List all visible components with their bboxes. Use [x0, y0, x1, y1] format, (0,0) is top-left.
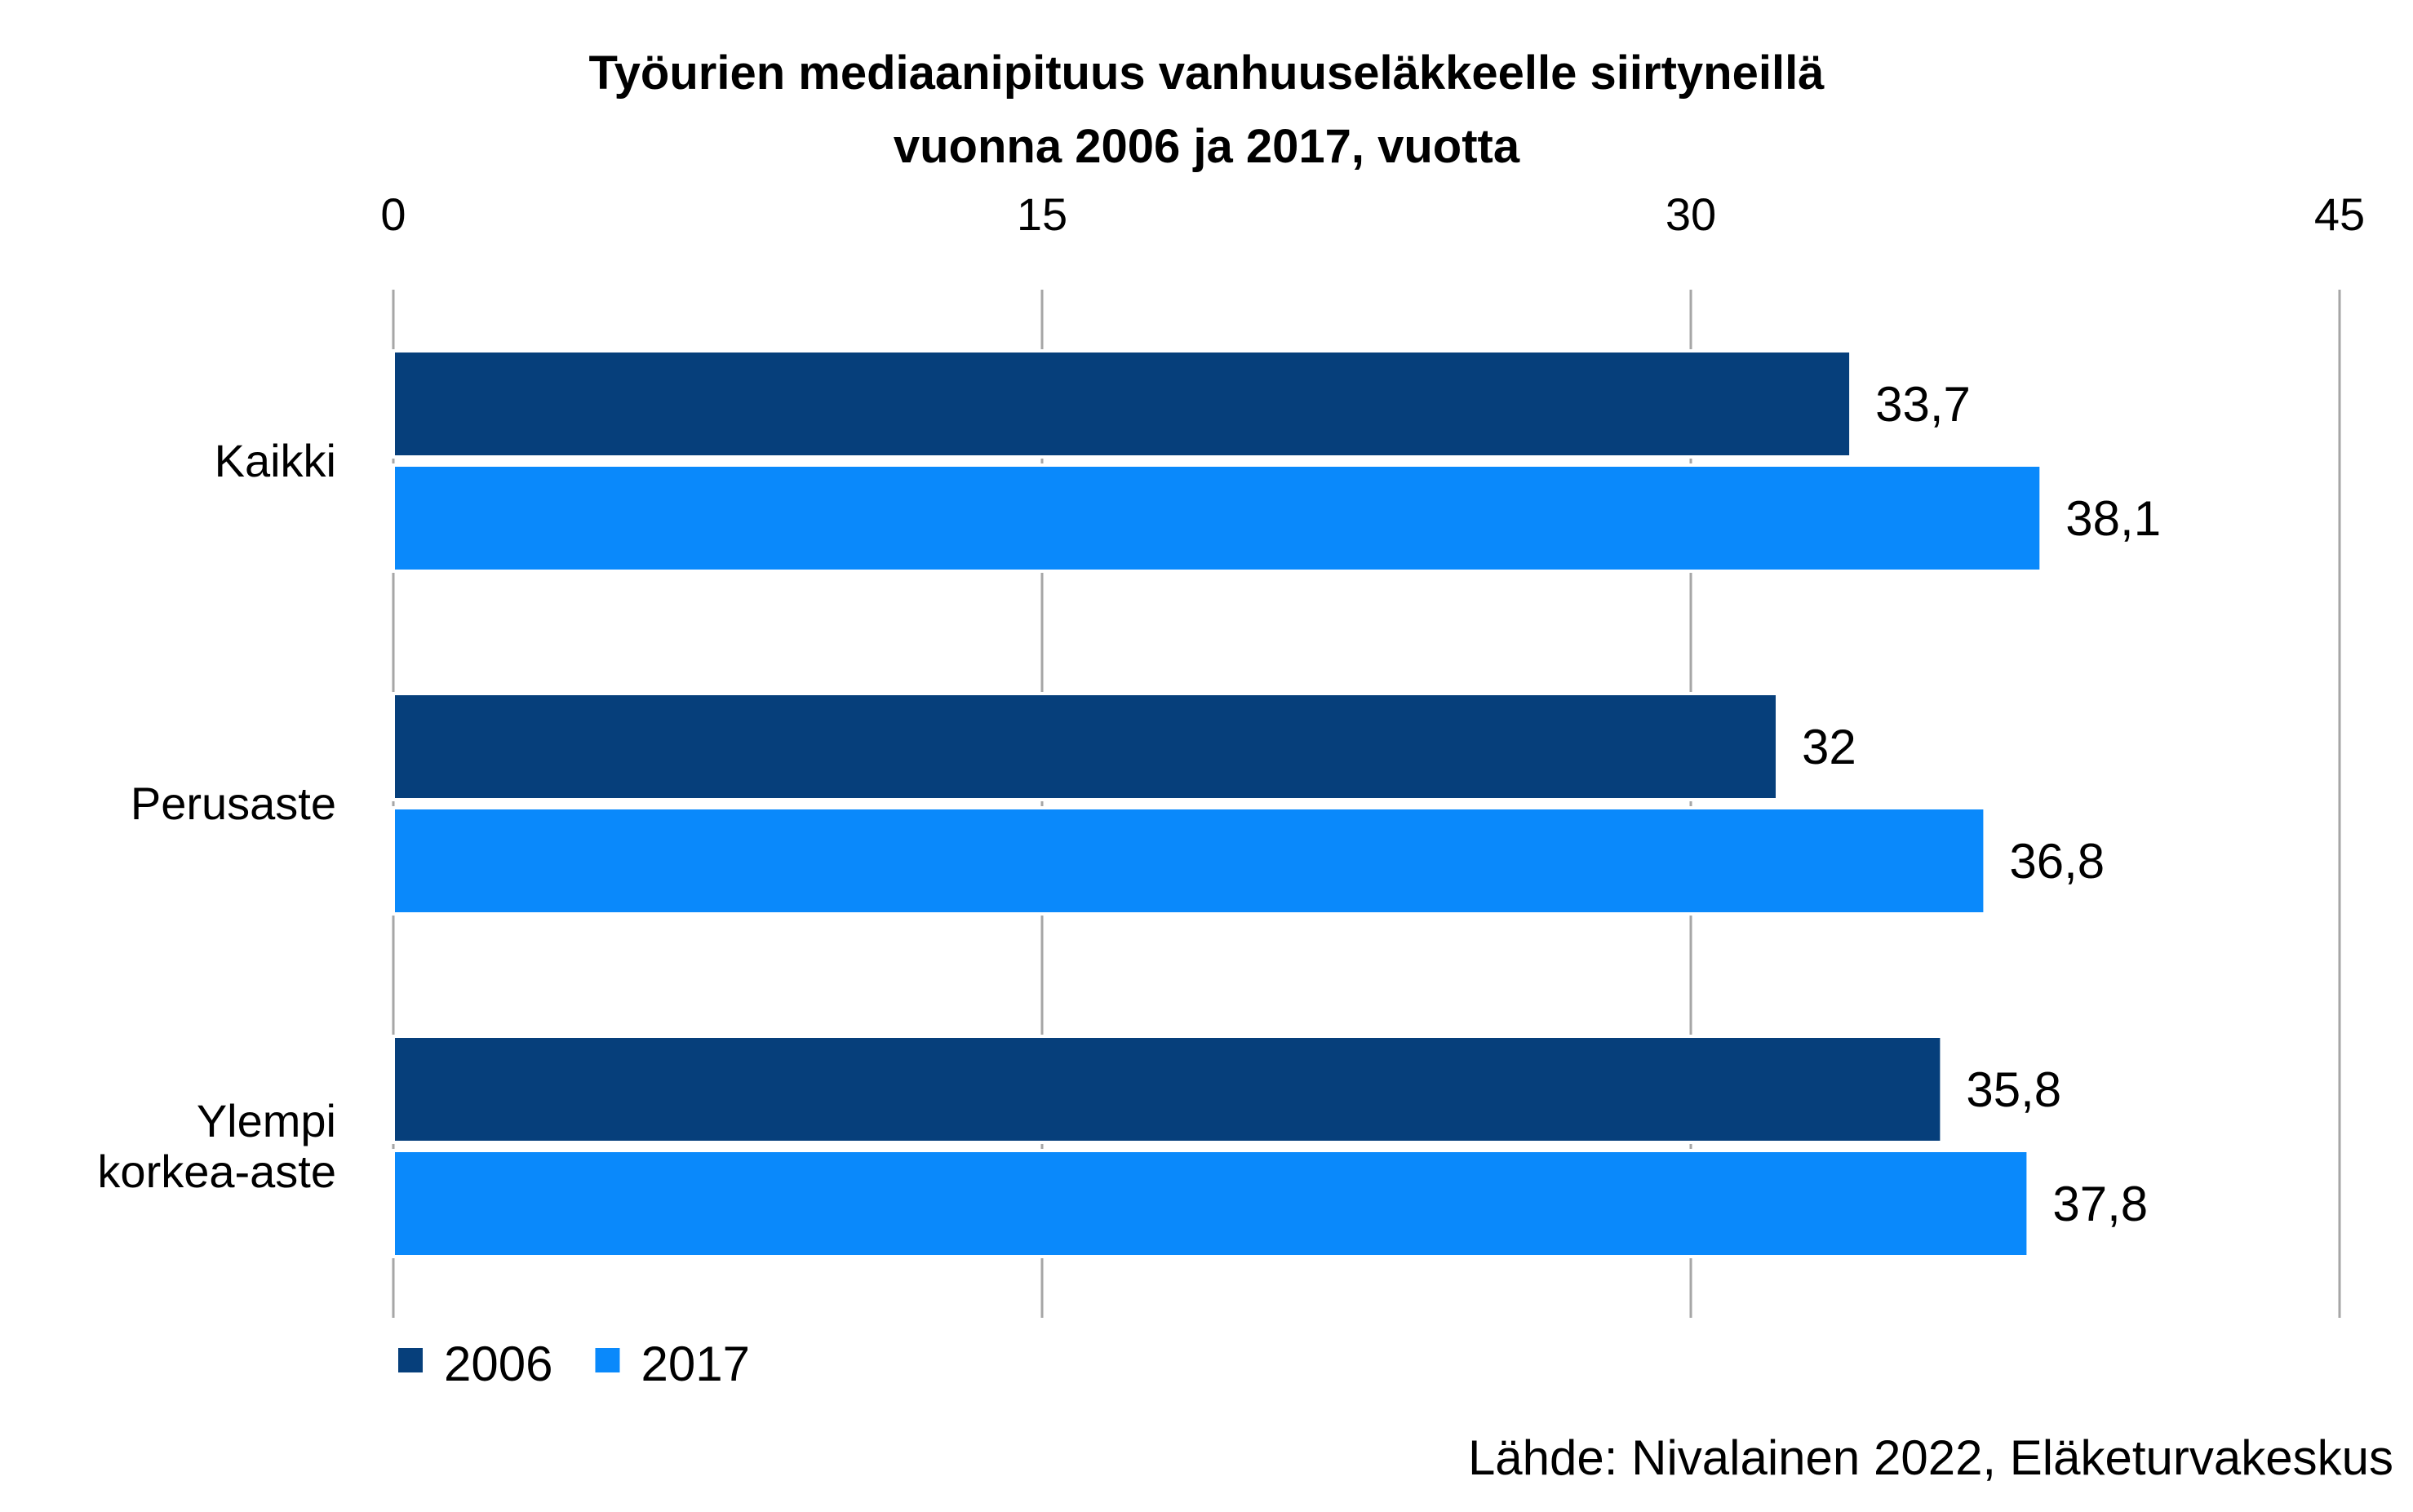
- chart-title: Työurien mediaanipituus vanhuuseläkkeell…: [0, 37, 2413, 184]
- bar: [392, 349, 1853, 459]
- bar: [392, 1035, 1944, 1144]
- chart-title-line-1: Työurien mediaanipituus vanhuuseläkkeell…: [588, 47, 1825, 100]
- bar: [392, 1149, 2030, 1258]
- bar: [392, 463, 2043, 573]
- bar: [392, 692, 1779, 801]
- category-label: Ylempi: [197, 1095, 336, 1146]
- bar: [392, 806, 1987, 916]
- legend-label: 2006: [444, 1337, 552, 1391]
- data-label: 32: [1802, 720, 1856, 774]
- category-label: Perusaste: [131, 778, 336, 829]
- data-label: 38,1: [2065, 491, 2161, 546]
- chart-title-line-2: vuonna 2006 ja 2017, vuotta: [893, 120, 1520, 173]
- x-tick-label: 15: [1017, 188, 1067, 240]
- source-note: Lähde: Nivalainen 2022, Eläketurvakeskus: [1467, 1430, 2393, 1485]
- legend-swatch: [595, 1348, 620, 1372]
- x-tick-label: 45: [2314, 188, 2365, 240]
- legend-label: 2017: [641, 1337, 749, 1391]
- category-label: Kaikki: [215, 435, 336, 486]
- data-label: 33,7: [1875, 377, 1971, 432]
- x-tick-label: 30: [1666, 188, 1716, 240]
- category-label: korkea-aste: [97, 1146, 336, 1197]
- data-label: 37,8: [2052, 1177, 2148, 1231]
- x-tick-label: 0: [380, 188, 406, 240]
- data-label: 36,8: [2009, 834, 2105, 889]
- legend-swatch: [398, 1348, 423, 1372]
- data-label: 35,8: [1966, 1062, 2061, 1117]
